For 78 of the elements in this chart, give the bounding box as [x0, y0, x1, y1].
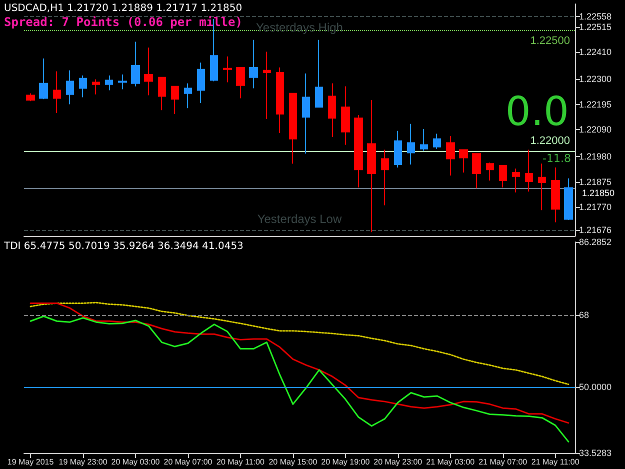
candlestick — [131, 41, 140, 87]
candlestick — [446, 135, 455, 176]
ref-line-label: 1.22500 — [530, 34, 570, 47]
x-tick-label: 20 May 11:00 — [216, 458, 265, 466]
candlestick — [39, 58, 48, 100]
annotation: -11.8 — [542, 152, 572, 165]
y-tick-label: 1.22558 — [579, 11, 612, 22]
line-series — [30, 302, 570, 386]
candlestick — [53, 70, 61, 114]
ref-line-label: 1.22000 — [530, 134, 570, 147]
candlestick — [92, 78, 100, 95]
y-tick-label: 1.22195 — [579, 99, 612, 110]
candlestick — [433, 133, 441, 150]
y-tick-label: 1.21980 — [579, 151, 612, 162]
annotation: 0.0 — [505, 89, 570, 135]
x-tick-label: 20 May 03:00 — [111, 458, 160, 466]
candlestick — [118, 74, 127, 90]
candlestick — [302, 73, 310, 154]
ref-line-label: Yesterdays Low — [257, 212, 342, 226]
candlestick — [486, 162, 494, 182]
candlestick — [407, 123, 415, 166]
candlestick — [499, 165, 507, 188]
y-tick-label: 1.22515 — [579, 22, 612, 32]
y-tick-label: 1.22410 — [579, 47, 612, 58]
candlestick — [341, 86, 350, 146]
x-tick-label: 20 May 23:00 — [374, 458, 423, 466]
candlestick — [144, 47, 153, 96]
ref-line-label: Yesterdays High — [256, 20, 343, 34]
candlestick — [26, 92, 35, 102]
chart-title: TDI 65.4775 50.7019 35.9264 36.3494 41.0453 — [4, 241, 244, 252]
candlestick — [263, 51, 271, 120]
candlestick — [354, 114, 363, 188]
chart-title: USDCAD,H1 1.21720 1.21889 1.21717 1.21850 — [4, 3, 242, 14]
candlestick — [276, 66, 284, 134]
y-tick-label: 1.21676 — [579, 224, 612, 235]
candlestick — [79, 74, 87, 98]
candlestick — [66, 70, 74, 105]
y-tick-label: 1.22090 — [579, 124, 612, 135]
y-tick-label: 1.22300 — [579, 74, 612, 84]
candlestick — [367, 100, 376, 233]
candlestick — [249, 39, 258, 89]
y-tick-label: 50.0000 — [579, 382, 612, 392]
candlestick — [184, 82, 192, 109]
y-tick-label: 33.5283 — [579, 448, 612, 458]
x-tick-label: 20 May 19:00 — [321, 458, 370, 466]
candlestick — [394, 130, 402, 168]
candlestick — [289, 92, 297, 164]
candlestick — [105, 74, 113, 91]
candlestick — [472, 153, 481, 189]
y-tick-label: 68 — [579, 310, 590, 320]
line-series — [30, 302, 570, 424]
ref-line-label: 1.21850 — [582, 188, 615, 198]
candlestick — [171, 86, 179, 114]
candlestick — [315, 39, 323, 108]
y-tick-label: 86.2852 — [579, 237, 612, 247]
candlestick — [236, 66, 245, 99]
candlestick — [223, 56, 232, 83]
candlestick — [328, 82, 336, 138]
candlestick — [538, 163, 546, 211]
candlestick — [525, 149, 533, 192]
x-tick-label: 21 May 07:00 — [478, 458, 528, 466]
candlestick — [564, 178, 573, 221]
candlestick — [420, 128, 428, 152]
x-tick-label: 21 May 03:00 — [426, 458, 476, 466]
y-tick-label: 1.21770 — [579, 202, 612, 212]
x-tick-label: 19 May 23:00 — [58, 458, 108, 466]
x-tick-label: 19 May 2015 — [7, 458, 54, 466]
candlestick — [551, 166, 560, 223]
candlestick — [381, 149, 389, 206]
x-tick-label: 21 May 11:00 — [531, 458, 580, 466]
x-tick-label: 20 May 15:00 — [268, 458, 318, 466]
x-tick-label: 20 May 07:00 — [164, 458, 213, 466]
candlestick — [158, 76, 166, 111]
candlestick — [197, 62, 205, 104]
line-series — [30, 316, 570, 442]
candlestick — [459, 149, 468, 174]
candlestick — [512, 168, 520, 193]
y-tick-label: 1.21875 — [579, 176, 612, 187]
